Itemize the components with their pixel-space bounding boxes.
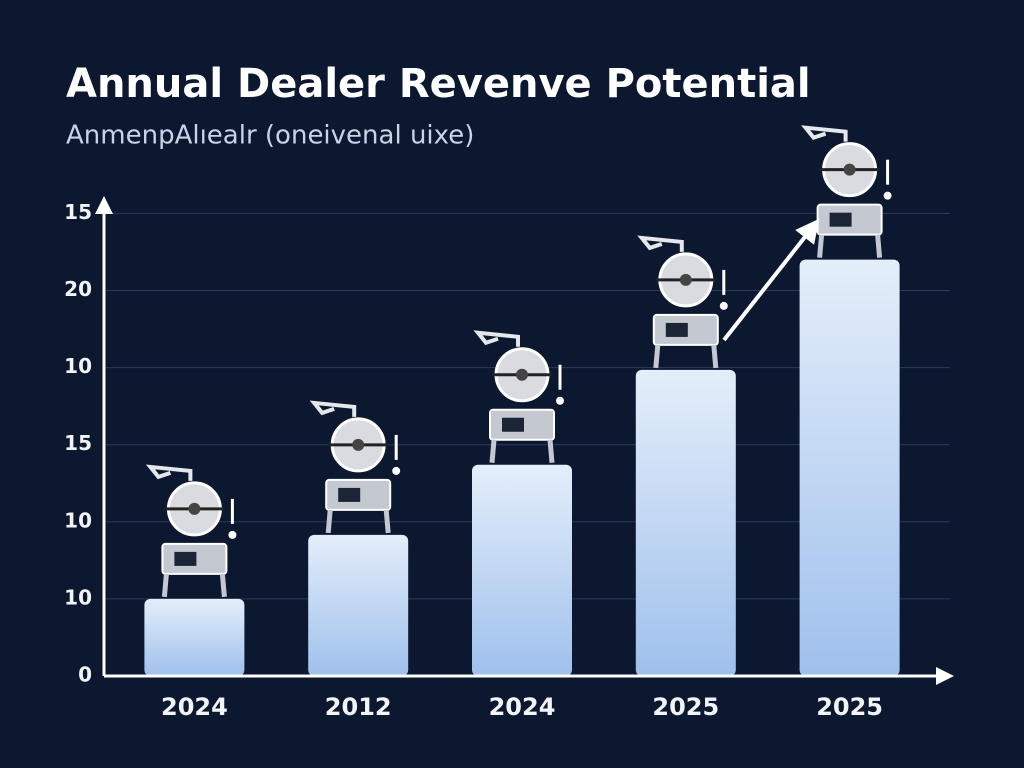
machine-icon [801,125,892,258]
y-tick-label: 0 [78,663,92,687]
y-tick-label: 20 [64,277,92,301]
bar [635,369,736,676]
icon-knob [883,191,892,200]
icon-arm [637,235,684,252]
y-tick-label: 10 [64,585,92,609]
bars [144,125,900,676]
icon-hub [352,438,365,451]
x-tick-label: 2024 [161,693,228,721]
y-tick-label: 10 [64,508,92,532]
icon-knob [392,466,401,475]
icon-leg [161,573,169,598]
icon-knob [719,301,728,310]
icon-screen [665,322,688,337]
icon-hub [843,163,856,176]
x-tick-label: 2024 [489,693,556,721]
icon-hub [516,368,528,381]
bar [472,464,572,676]
trend-arrow [722,218,820,342]
icon-screen [338,487,361,502]
icon-leg [653,344,661,369]
bar [144,598,245,676]
icon-knob [556,396,564,405]
y-tick-label: 15 [64,200,92,224]
y-tick-label: 15 [64,431,92,455]
icon-leg [219,573,227,598]
icon-leg [489,439,497,463]
bar [308,534,409,676]
chart-title: Annual Dealer Revenve Potential [66,61,811,107]
x-tick-label: 2012 [325,693,392,721]
icon-arm [145,464,193,481]
icon-screen [829,212,852,227]
icon-leg [875,234,883,258]
icon-arm [801,125,848,142]
icon-arm [473,330,520,347]
icon-screen [174,551,197,566]
icon-hub [679,273,692,286]
icon-arm [309,400,357,417]
icon-leg [383,509,391,534]
machine-icon [637,235,728,369]
y-tick-label: 10 [64,354,92,378]
machine-icon [473,330,564,463]
chart-subtitle: AnmenpAlıealr (oneivenal uixe) [66,121,474,151]
icon-knob [228,530,237,539]
icon-leg [325,509,333,534]
icon-hub [188,502,201,515]
icon-leg [817,234,825,258]
machine-icon [309,400,401,534]
icon-leg [711,344,719,369]
icon-screen [502,417,524,432]
icon-leg [547,439,555,463]
machine-icon [145,464,237,598]
x-tick-label: 2025 [816,693,883,721]
bar [799,259,900,676]
x-tick-label: 2025 [652,693,719,721]
